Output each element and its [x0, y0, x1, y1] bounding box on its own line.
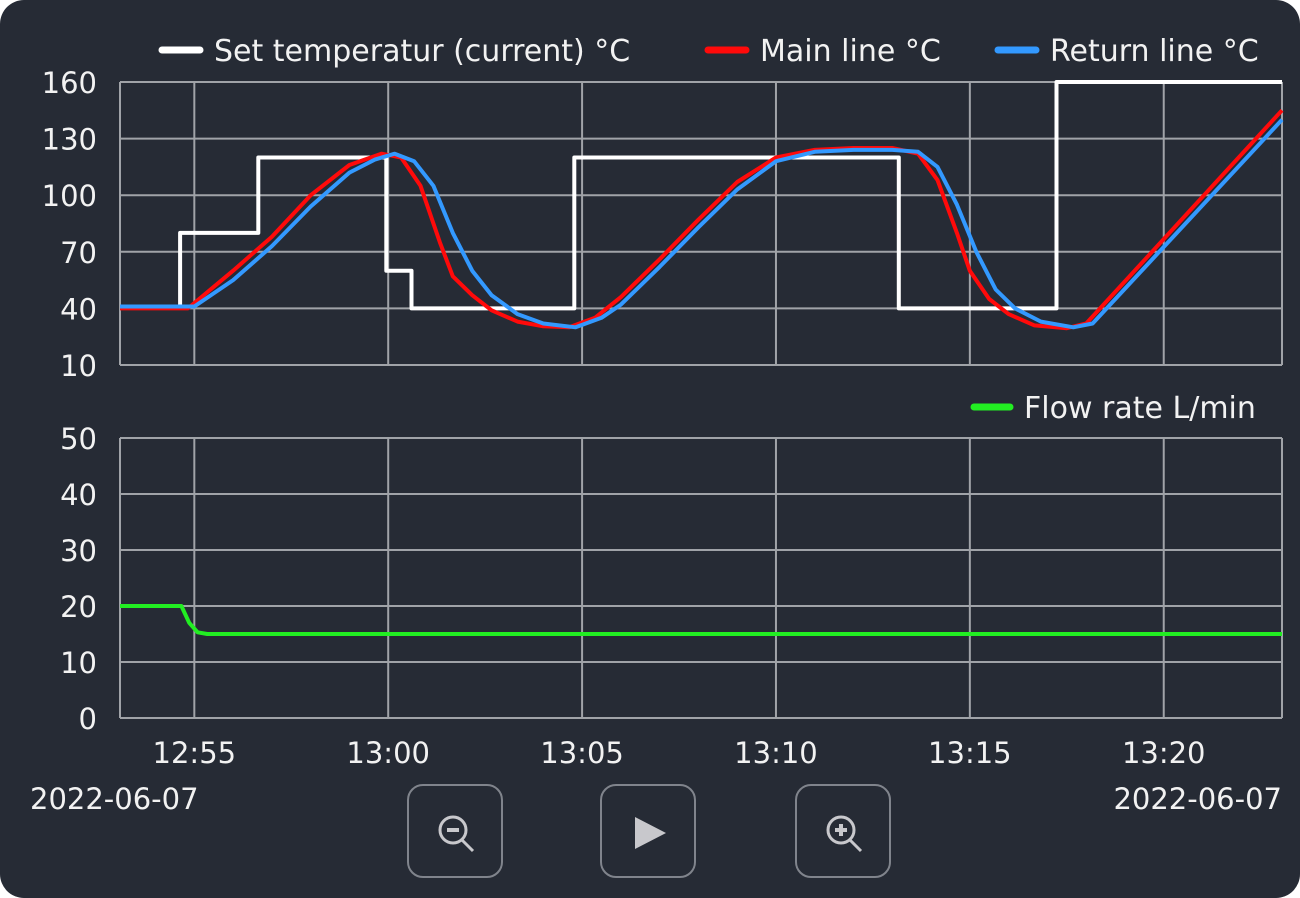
y-tick-label: 50 [60, 422, 97, 456]
y-tick-label: 10 [60, 349, 97, 383]
x-tick-label: 13:00 [346, 736, 430, 770]
end-date-label: 2022-06-07 [1113, 782, 1282, 816]
x-tick-label: 12:55 [153, 736, 237, 770]
y-tick-label: 10 [60, 646, 97, 680]
series-line-1 [120, 108, 1284, 331]
y-tick-label: 100 [42, 179, 97, 213]
x-tick-label: 13:05 [540, 736, 624, 770]
y-tick-label: 130 [42, 123, 97, 157]
x-tick-label: 13:20 [1122, 736, 1206, 770]
zoom-out-icon [438, 815, 475, 853]
y-tick-label: 40 [60, 292, 97, 326]
legend-label: Main line °C [760, 34, 941, 69]
y-tick-label: 70 [60, 236, 97, 270]
y-tick-label: 40 [60, 478, 97, 512]
legend-label: Return line °C [1050, 34, 1259, 69]
x-tick-label: 13:15 [928, 736, 1012, 770]
x-tick-label: 13:10 [734, 736, 818, 770]
series-line-0 [120, 80, 1282, 311]
zoom-in-button[interactable] [795, 784, 891, 878]
zoom-out-button[interactable] [407, 784, 503, 878]
play-icon [635, 817, 666, 849]
y-tick-label: 20 [60, 590, 97, 624]
y-tick-label: 30 [60, 534, 97, 568]
series-line-3 [120, 604, 1282, 636]
legend-label: Flow rate L/min [1024, 391, 1256, 426]
legend-label: Set temperatur (current) °C [214, 34, 630, 69]
play-button[interactable] [600, 784, 696, 878]
y-tick-label: 0 [79, 702, 97, 736]
series-line-2 [120, 118, 1284, 330]
zoom-in-icon [826, 815, 863, 853]
start-date-label: 2022-06-07 [30, 782, 199, 816]
y-tick-label: 160 [42, 66, 97, 100]
